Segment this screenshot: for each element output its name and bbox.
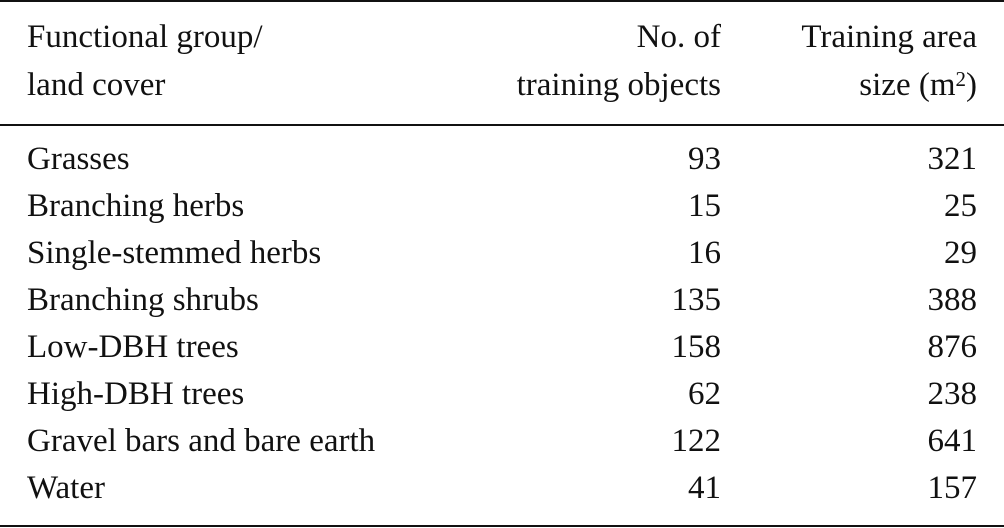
bottom-rule (0, 525, 1004, 527)
header-training-area: Training area size (m2) (801, 13, 977, 109)
cell-group: Gravel bars and bare earth (27, 423, 376, 459)
header-training-area-unit-suffix: ) (966, 67, 977, 103)
cell-group: Grasses (27, 141, 130, 177)
cell-area: 238 (927, 376, 978, 412)
cell-objects: 15 (688, 188, 721, 224)
top-rule (0, 0, 1004, 2)
cell-objects: 41 (688, 470, 721, 506)
cell-group: Branching shrubs (27, 282, 259, 318)
cell-area: 157 (927, 470, 978, 506)
table-row: Gravel bars and bare earth 122 641 (0, 418, 1004, 465)
cell-objects: 62 (688, 376, 721, 412)
cell-group: Branching herbs (27, 188, 245, 224)
table-row: Branching shrubs 135 388 (0, 277, 1004, 324)
cell-objects: 122 (671, 423, 722, 459)
header-functional-group-line2: land cover (27, 67, 166, 103)
header-training-area-line1: Training area (801, 19, 977, 55)
cell-objects: 16 (688, 235, 721, 271)
cell-objects: 93 (688, 141, 721, 177)
header-training-objects: No. of training objects (517, 13, 721, 109)
header-training-area-unit-exponent: 2 (955, 67, 967, 91)
cell-objects: 158 (671, 329, 722, 365)
cell-group: Low-DBH trees (27, 329, 239, 365)
table-row: Single-stemmed herbs 16 29 (0, 230, 1004, 277)
header-functional-group-line1: Functional group/ (27, 19, 263, 55)
cell-objects: 135 (671, 282, 722, 318)
cell-area: 388 (927, 282, 978, 318)
cell-area: 321 (927, 141, 978, 177)
table-row: Branching herbs 15 25 (0, 183, 1004, 230)
cell-area: 29 (944, 235, 977, 271)
header-training-objects-line1: No. of (636, 19, 721, 55)
table-body: Grasses 93 321 Branching herbs 15 25 Sin… (0, 136, 1004, 512)
table-row: High-DBH trees 62 238 (0, 371, 1004, 418)
cell-group: High-DBH trees (27, 376, 245, 412)
header-training-objects-line2: training objects (516, 67, 721, 103)
cell-group: Water (27, 470, 105, 506)
header-functional-group: Functional group/ land cover (27, 13, 263, 109)
table-row: Low-DBH trees 158 876 (0, 324, 1004, 371)
header-training-area-line2: size (m2) (801, 61, 977, 109)
table-row: Grasses 93 321 (0, 136, 1004, 183)
cell-area: 876 (927, 329, 978, 365)
header-rule (0, 124, 1004, 126)
header-training-area-unit-prefix: size (m (859, 67, 956, 103)
table-row: Water 41 157 (0, 465, 1004, 512)
cell-area: 25 (944, 188, 977, 224)
cell-area: 641 (927, 423, 978, 459)
cell-group: Single-stemmed herbs (27, 235, 322, 271)
